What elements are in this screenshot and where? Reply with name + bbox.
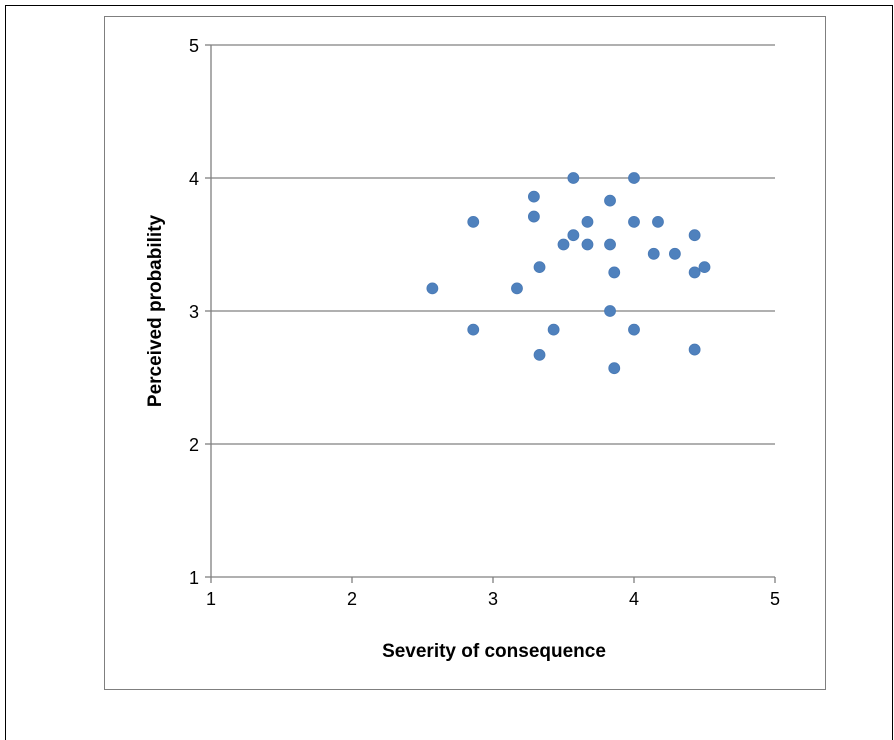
- data-point: [527, 210, 540, 223]
- data-point: [567, 172, 580, 184]
- data-point: [668, 247, 681, 260]
- data-point: [688, 343, 701, 356]
- page-frame: [5, 5, 893, 740]
- y-tick-label: 2: [189, 435, 199, 455]
- data-point: [581, 238, 594, 251]
- y-tick-label: 1: [189, 568, 199, 588]
- data-point: [652, 215, 664, 228]
- data-point: [467, 323, 480, 336]
- data-point: [628, 172, 640, 184]
- y-axis-title: Perceived probability: [145, 214, 166, 407]
- data-point: [533, 261, 546, 274]
- data-point: [567, 229, 580, 242]
- data-point: [608, 362, 621, 375]
- data-point: [533, 348, 546, 361]
- chart-area: [104, 16, 826, 690]
- data-point: [688, 229, 701, 242]
- y-tick-label: 5: [189, 36, 199, 56]
- data-points: [426, 172, 711, 375]
- data-point: [688, 266, 701, 279]
- gridlines: [211, 44, 775, 445]
- data-point: [628, 323, 640, 336]
- data-point: [557, 238, 570, 251]
- x-tick-label: 1: [206, 589, 216, 609]
- x-axis-title: Severity of consequence: [382, 641, 606, 662]
- data-point: [604, 238, 616, 251]
- x-tick-label: 2: [347, 589, 357, 609]
- data-point: [426, 282, 439, 295]
- data-point: [608, 266, 621, 279]
- data-point: [628, 215, 640, 228]
- data-point: [647, 247, 660, 260]
- data-point: [467, 215, 480, 228]
- data-point: [511, 282, 523, 295]
- data-point: [604, 194, 616, 207]
- data-point: [581, 215, 594, 228]
- data-point: [527, 190, 540, 203]
- y-tick-label: 4: [189, 169, 199, 189]
- axes: [205, 44, 776, 583]
- tick-labels: 1 2 3 4 5 1 2 3 4 5: [189, 36, 780, 609]
- y-tick-label: 3: [189, 302, 199, 322]
- x-tick-label: 3: [488, 589, 498, 609]
- data-point: [604, 305, 616, 317]
- x-tick-label: 4: [629, 589, 639, 609]
- x-tick-label: 5: [770, 589, 780, 609]
- data-point: [547, 323, 560, 336]
- data-point: [698, 261, 711, 274]
